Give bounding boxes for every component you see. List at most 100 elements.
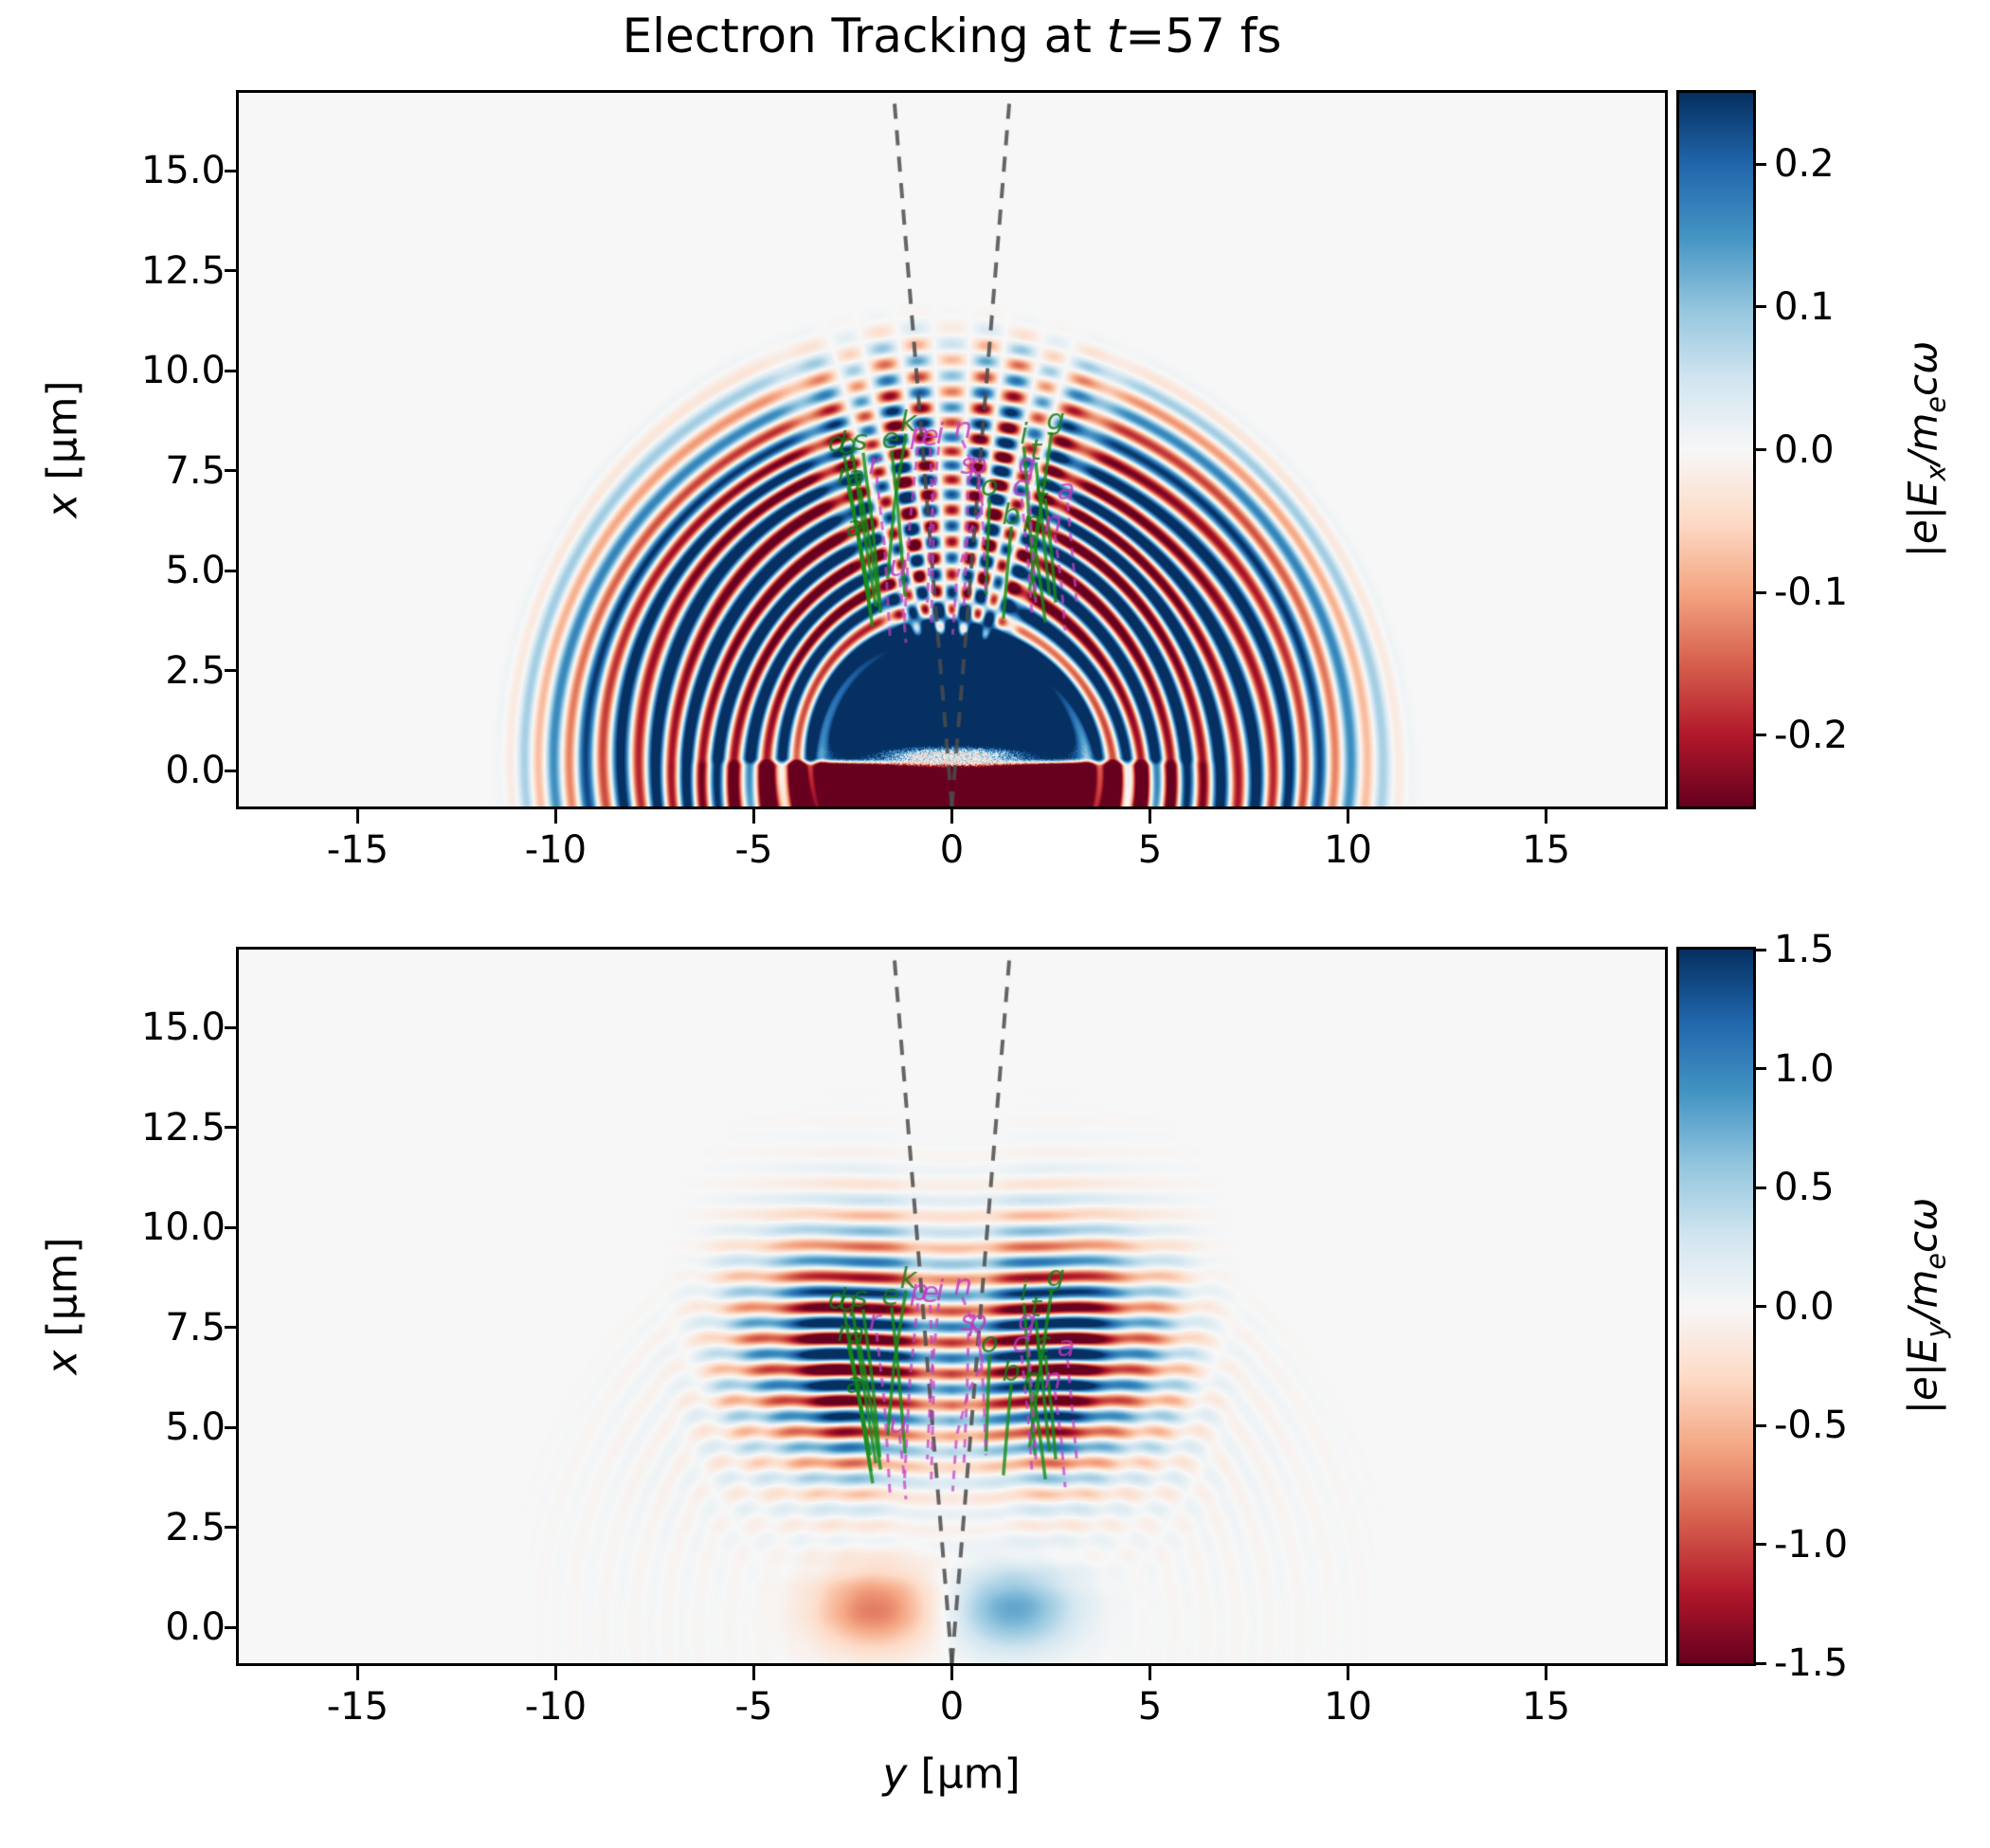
ey-cblabel-p2: /m xyxy=(1899,1269,1946,1322)
x-axis-label: y [μm] xyxy=(882,1750,1020,1799)
ex-y-axis-variable: x xyxy=(38,493,87,518)
ex-cbtick-label: -0.1 xyxy=(1774,571,1849,615)
ex-xtick-label: 10 xyxy=(1324,828,1372,872)
ey-cbtick-mark xyxy=(1753,1661,1766,1665)
ex-xtick-label: 0 xyxy=(939,828,965,872)
ey-xtick-mark xyxy=(751,1666,755,1680)
ey-cbtick-label: -0.5 xyxy=(1774,1404,1849,1447)
ey-cbtick-label: -1.5 xyxy=(1774,1641,1849,1685)
ey-cblabel-p1: |e|E xyxy=(1899,1337,1946,1415)
ex-colorbar xyxy=(1679,93,1753,806)
ey-ytick-label: 15.0 xyxy=(140,1006,226,1050)
ex-ytick-label: 10.0 xyxy=(140,349,226,393)
ey-ytick-label: 0.0 xyxy=(165,1605,226,1650)
x-axis-variable: y xyxy=(882,1749,908,1799)
ey-cbtick-mark xyxy=(1753,1067,1766,1070)
ey-cblabel-sub1: y xyxy=(1919,1321,1952,1338)
ey-ytick-mark xyxy=(225,1425,239,1429)
ex-cbtick-mark xyxy=(1753,734,1766,737)
ex-ytick-mark xyxy=(225,769,239,772)
ex-ytick-mark xyxy=(225,569,239,572)
ex-xtick-label: 15 xyxy=(1522,828,1571,872)
ey-ytick-label: 5.0 xyxy=(165,1405,226,1450)
ex-ytick-label: 0.0 xyxy=(165,749,226,793)
ex-xtick-label: -15 xyxy=(326,828,389,872)
ey-cbtick-label: 0.0 xyxy=(1774,1284,1835,1329)
ey-xtick-label: -15 xyxy=(326,1685,389,1729)
ey-xtick-mark xyxy=(553,1666,557,1680)
ey-colorbar xyxy=(1679,950,1753,1663)
ey-xtick-label: -10 xyxy=(524,1685,588,1729)
ey-ytick-mark xyxy=(225,1225,239,1229)
ey-cbtick-label: 1.5 xyxy=(1774,928,1835,971)
title-prefix: Electron Tracking at xyxy=(622,9,1107,63)
ey-xtick-mark xyxy=(1347,1666,1350,1680)
ex-ytick-mark xyxy=(225,669,239,673)
ey-cbtick-label: -1.0 xyxy=(1774,1522,1849,1567)
ex-cbtick-mark xyxy=(1753,448,1766,451)
ex-xtick-label: -5 xyxy=(734,828,773,872)
ey-xtick-label: 15 xyxy=(1522,1685,1571,1729)
ey-xtick-label: 0 xyxy=(939,1685,965,1729)
ex-ytick-label: 15.0 xyxy=(140,149,226,193)
ey-cbtick-mark xyxy=(1753,1186,1766,1189)
ey-xtick-mark xyxy=(1545,1666,1548,1680)
ey-xtick-mark xyxy=(1149,1666,1152,1680)
ex-xtick-mark xyxy=(1545,809,1548,824)
ey-cblabel-sub2: e xyxy=(1919,1253,1952,1270)
ex-colorbar-label: |e|Ex/mecω xyxy=(1899,341,1951,558)
ex-ytick-label: 5.0 xyxy=(165,549,226,593)
ex-cbtick-mark xyxy=(1753,590,1766,594)
ey-cbtick-mark xyxy=(1753,1423,1766,1427)
ex-cblabel-sub2: e xyxy=(1919,396,1952,413)
ex-cblabel-p2: /m xyxy=(1899,412,1946,465)
ey-ytick-label: 7.5 xyxy=(165,1305,226,1350)
ey-ytick-mark xyxy=(225,1126,239,1130)
ey-cbtick-label: 1.0 xyxy=(1774,1046,1835,1091)
ex-ytick-label: 12.5 xyxy=(140,248,226,293)
ey-ytick-mark xyxy=(225,1625,239,1629)
ey-ytick-label: 2.5 xyxy=(165,1505,226,1549)
ey-field-heatmap xyxy=(239,950,1665,1663)
ex-cbtick-label: 0.0 xyxy=(1774,427,1835,472)
ex-cblabel-sub1: x xyxy=(1919,464,1952,481)
ex-xtick-mark xyxy=(1149,809,1152,824)
title-suffix: =57 fs xyxy=(1125,9,1282,63)
ey-colorbar-label: |e|Ey/mecω xyxy=(1899,1198,1951,1415)
ex-cbtick-mark xyxy=(1753,305,1766,309)
ex-ytick-mark xyxy=(225,369,239,372)
ey-xtick-mark xyxy=(950,1666,953,1680)
ey-ytick-mark xyxy=(225,1025,239,1029)
plot-title: Electron Tracking at t=57 fs xyxy=(239,8,1665,64)
ey-ytick-mark xyxy=(225,1326,239,1330)
title-time-variable: t xyxy=(1106,9,1126,63)
ex-ytick-mark xyxy=(225,169,239,172)
ey-xtick-label: 10 xyxy=(1324,1685,1372,1729)
ey-cbtick-mark xyxy=(1753,1543,1766,1546)
ex-cblabel-p3: cω xyxy=(1899,340,1946,397)
ex-xtick-mark xyxy=(751,809,755,824)
ey-xtick-label: -5 xyxy=(734,1685,773,1729)
ex-xtick-mark xyxy=(355,809,359,824)
ey-xtick-label: 5 xyxy=(1137,1685,1163,1729)
ey-cbtick-mark xyxy=(1753,948,1766,951)
ex-xtick-mark xyxy=(553,809,557,824)
ex-xtick-mark xyxy=(1347,809,1350,824)
ex-cblabel-p1: |e|E xyxy=(1899,480,1946,558)
ex-xtick-mark xyxy=(950,809,953,824)
ex-cbtick-label: -0.2 xyxy=(1774,713,1849,757)
ex-cbtick-mark xyxy=(1753,162,1766,166)
ey-cbtick-label: 0.5 xyxy=(1774,1166,1835,1209)
x-axis-unit: [μm] xyxy=(907,1749,1021,1799)
ex-ytick-label: 7.5 xyxy=(165,448,226,493)
ey-ytick-label: 10.0 xyxy=(140,1205,226,1250)
ex-xtick-label: -10 xyxy=(524,828,588,872)
ey-y-axis-variable: x xyxy=(38,1350,87,1375)
ex-cbtick-label: 0.1 xyxy=(1774,284,1835,329)
ey-ytick-label: 12.5 xyxy=(140,1105,226,1150)
ex-ytick-label: 2.5 xyxy=(165,648,226,693)
ex-xtick-label: 5 xyxy=(1137,828,1163,872)
ey-xtick-mark xyxy=(355,1666,359,1680)
ey-cblabel-p3: cω xyxy=(1899,1197,1946,1254)
